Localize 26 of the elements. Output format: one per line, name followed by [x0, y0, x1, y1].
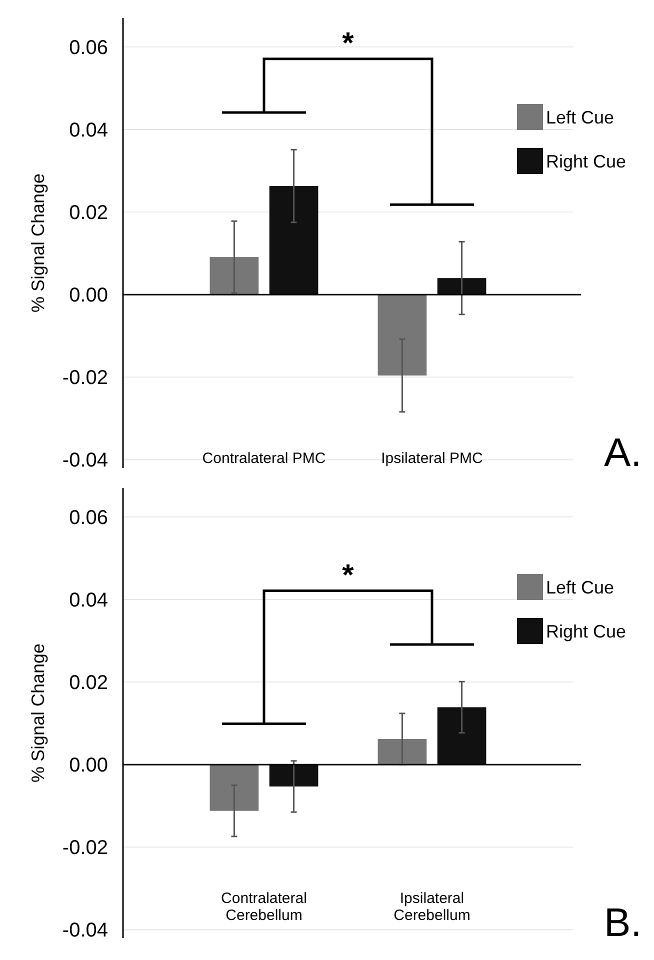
y-tick-label: -0.04	[62, 920, 108, 942]
x-tick-label: Ipsilateral PMC	[381, 450, 484, 467]
y-tick-label: -0.02	[62, 837, 108, 860]
x-tick-label: Ipsilateral Cerebellum	[394, 890, 470, 924]
y-tick-label: -0.02	[62, 367, 108, 390]
text: B.	[604, 901, 642, 945]
y-tick-label: -0.04	[62, 450, 108, 472]
y-tick-label: 0.06	[69, 36, 108, 59]
text: A.	[604, 431, 642, 475]
annotation: *	[342, 26, 354, 60]
x-tick-label: Contralateral PMC	[202, 450, 326, 467]
x-tick-label: Contralateral Cerebellum	[221, 890, 307, 924]
y-tick-label: 0.04	[69, 589, 108, 612]
y-axis-title: % Signal Change	[28, 643, 48, 783]
y-tick-label: 0.02	[69, 202, 108, 224]
legend-label: Left Cue	[546, 577, 614, 598]
legend-label: Right Cue	[546, 151, 626, 172]
y-tick-label: 0.00	[69, 754, 108, 777]
y-tick-label: 0.04	[69, 119, 108, 142]
y-tick-label: 0.06	[69, 506, 108, 529]
legend-label: Left Cue	[546, 107, 614, 128]
annotation: *	[342, 558, 354, 592]
y-axis-title: % Signal Change	[28, 173, 48, 313]
y-tick-label: 0.00	[69, 284, 108, 307]
y-tick-label: 0.02	[69, 672, 108, 694]
legend-label: Right Cue	[546, 621, 626, 642]
